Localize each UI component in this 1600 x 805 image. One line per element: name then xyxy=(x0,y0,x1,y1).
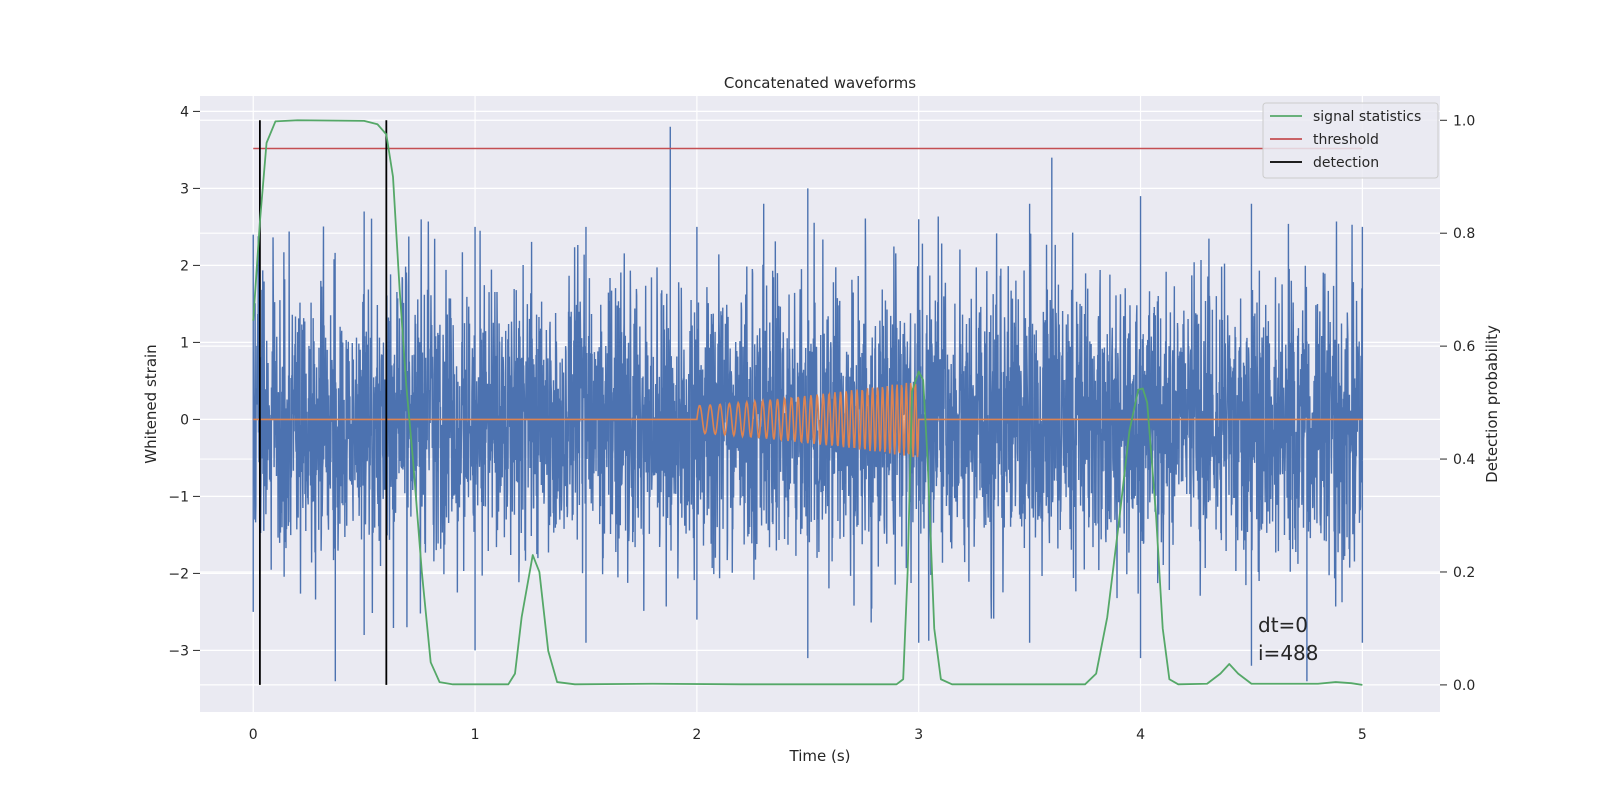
y-tick-label-left: 0 xyxy=(180,412,189,428)
legend-threshold-label: threshold xyxy=(1313,132,1379,148)
y-tick-label-right: 0.2 xyxy=(1453,565,1475,581)
chirp-series-layer xyxy=(253,382,1363,458)
x-tick-label: 1 xyxy=(471,727,480,743)
y-axis-title-right: Detection probability xyxy=(1483,325,1501,483)
tick-layer: 0 1 2 3 4 5 −3 −2 −1 0 1 2 3 4 0.0 0.2 0.4 0.6 0.8 1.0 xyxy=(168,104,1475,743)
y-axis-title-left: Whitened strain xyxy=(142,344,160,463)
y-tick-label-right: 0.4 xyxy=(1453,452,1475,468)
y-tick-label-left: −1 xyxy=(168,489,189,505)
annotation-dt: dt=0 xyxy=(1258,613,1308,637)
chirp-line xyxy=(253,382,1363,458)
y-tick-label-left: 1 xyxy=(180,335,189,351)
x-axis-title: Time (s) xyxy=(789,747,851,765)
y-tick-label-left: 4 xyxy=(180,104,189,120)
chart-title: Concatenated waveforms xyxy=(724,74,916,92)
y-tick-label-left: 3 xyxy=(180,181,189,197)
y-tick-label-right: 1.0 xyxy=(1453,113,1475,129)
y-tick-label-right: 0.8 xyxy=(1453,226,1475,242)
x-tick-label: 0 xyxy=(249,727,258,743)
x-tick-label: 4 xyxy=(1136,727,1145,743)
statistics-series-layer xyxy=(252,119,1363,686)
y-tick-label-left: −3 xyxy=(168,643,189,659)
x-tick-label: 2 xyxy=(692,727,701,743)
x-tick-label: 3 xyxy=(914,727,923,743)
legend: signal statistics threshold detection xyxy=(1262,102,1439,179)
strain-series-layer xyxy=(252,126,1364,682)
y-tick-label-right: 0.0 xyxy=(1453,678,1475,694)
annotation-index: i=488 xyxy=(1258,641,1319,665)
legend-statistics-label: signal statistics xyxy=(1313,109,1421,125)
x-tick-label: 5 xyxy=(1358,727,1367,743)
legend-detection-label: detection xyxy=(1313,155,1379,171)
y-tick-label-left: 2 xyxy=(180,258,189,274)
y-tick-label-left: −2 xyxy=(168,566,189,582)
y-tick-label-right: 0.6 xyxy=(1453,339,1475,355)
legend-box xyxy=(1262,102,1439,179)
strain-line xyxy=(252,126,1364,682)
statistics-line xyxy=(252,119,1363,686)
